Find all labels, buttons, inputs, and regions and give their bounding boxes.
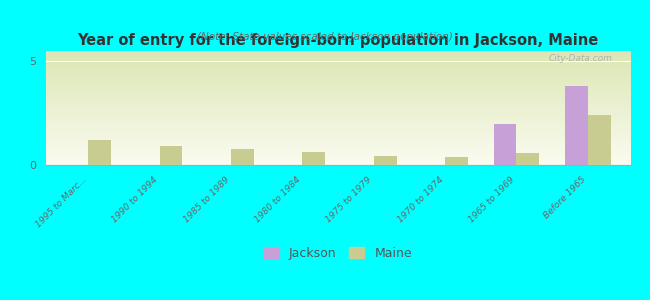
Bar xyxy=(160,146,183,165)
Legend: Jackson, Maine: Jackson, Maine xyxy=(259,242,417,265)
Bar xyxy=(493,124,516,165)
Bar xyxy=(231,149,254,165)
Bar xyxy=(516,153,540,165)
Bar xyxy=(302,152,325,165)
Bar xyxy=(374,156,396,165)
Bar xyxy=(565,86,588,165)
Title: Year of entry for the foreign-born population in Jackson, Maine: Year of entry for the foreign-born popul… xyxy=(77,33,599,48)
Bar xyxy=(88,140,111,165)
Text: (Note: State values scaled to Jackson population): (Note: State values scaled to Jackson po… xyxy=(197,32,453,41)
Bar xyxy=(588,115,610,165)
Text: City-Data.com: City-Data.com xyxy=(549,54,613,63)
Bar xyxy=(445,157,468,165)
